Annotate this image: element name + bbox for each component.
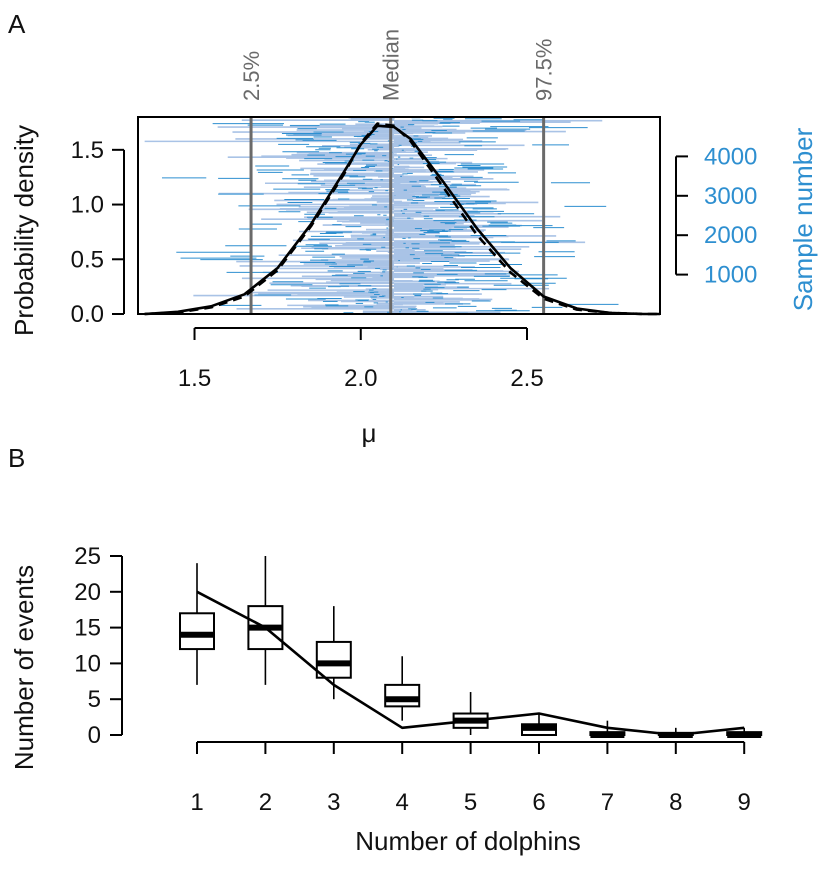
y-tick-label-b: 20 — [74, 579, 101, 606]
box-1 — [179, 563, 215, 685]
axes-a: 1.5 2.0 2.5 0.0 0.5 1.0 1.5 1000 2000 3000 4000 — [71, 137, 758, 392]
x-tick-label-b: 7 — [601, 789, 614, 816]
box-layer — [179, 556, 763, 738]
panel-a-label: A — [8, 9, 26, 39]
y-tick-label-b: 15 — [74, 615, 101, 642]
trace-layer — [144, 116, 619, 315]
y-tick-label-a: 1.5 — [71, 137, 104, 164]
observed-line — [196, 590, 745, 737]
x-tick-label-b: 8 — [669, 789, 682, 816]
x-tick-label-a: 2.0 — [344, 365, 377, 392]
y-tick-label-b: 0 — [88, 722, 101, 749]
box-iqr — [384, 683, 421, 708]
x-tick-label-b: 3 — [327, 789, 340, 816]
quantile-label: Median — [379, 29, 404, 101]
y-axis-label-a: Probability density — [9, 125, 39, 336]
box-3 — [315, 606, 352, 700]
y-tick-label-a: 0.0 — [71, 301, 104, 328]
panel-b: 1 2 3 4 5 6 7 8 9 0 5 10 15 20 25 Number of dolphins N… — [9, 543, 763, 856]
axes-b: 1 2 3 4 5 6 7 8 9 0 5 10 15 20 25 — [74, 543, 751, 816]
y-tick-label-b: 5 — [88, 686, 101, 713]
box-7 — [589, 720, 626, 738]
y-tick-label-a: 1.0 — [71, 192, 104, 219]
quantile-label: 2.5% — [239, 51, 264, 101]
box-4 — [384, 656, 421, 721]
x-tick-label-b: 2 — [259, 789, 272, 816]
quantile-layer: 2.5% Median 97.5% — [239, 29, 557, 314]
plot-frame-a — [137, 116, 661, 315]
x-tick-label-b: 6 — [532, 789, 545, 816]
x-tick-label-b: 1 — [190, 789, 203, 816]
quantile-label: 97.5% — [532, 39, 557, 101]
y-axis-label-b: Number of events — [9, 565, 39, 770]
density-layer — [144, 122, 660, 316]
box-5 — [452, 692, 489, 735]
y-tick-right-label-a: 3000 — [704, 183, 757, 210]
x-tick-label-b: 5 — [464, 789, 477, 816]
box-iqr — [315, 640, 352, 679]
x-tick-label-a: 2.5 — [510, 365, 543, 392]
density-curve-dashed — [144, 122, 660, 316]
y-tick-right-label-a: 1000 — [704, 262, 757, 289]
box-6 — [521, 713, 557, 737]
y-tick-label-a: 0.5 — [71, 246, 104, 273]
y-tick-label-b: 10 — [74, 650, 101, 677]
x-axis-label-b: Number of dolphins — [355, 826, 580, 856]
y-axis-right-label-a: Sample number — [788, 127, 818, 311]
x-tick-label-b: 9 — [738, 789, 751, 816]
observed-layer — [196, 590, 745, 737]
x-tick-label-a: 1.5 — [178, 365, 211, 392]
y-tick-right-label-a: 4000 — [704, 143, 757, 170]
y-tick-right-label-a: 2000 — [704, 222, 757, 249]
box-iqr — [179, 612, 215, 651]
x-axis-label-a: μ — [362, 418, 377, 448]
panel-a: 2.5% Median 97.5% 1.5 2.0 2.5 0.0 0.5 1.0 1.5 100… — [9, 29, 818, 448]
y-tick-label-b: 25 — [74, 543, 101, 570]
panel-b-label: B — [8, 443, 25, 473]
x-tick-label-b: 4 — [396, 789, 409, 816]
